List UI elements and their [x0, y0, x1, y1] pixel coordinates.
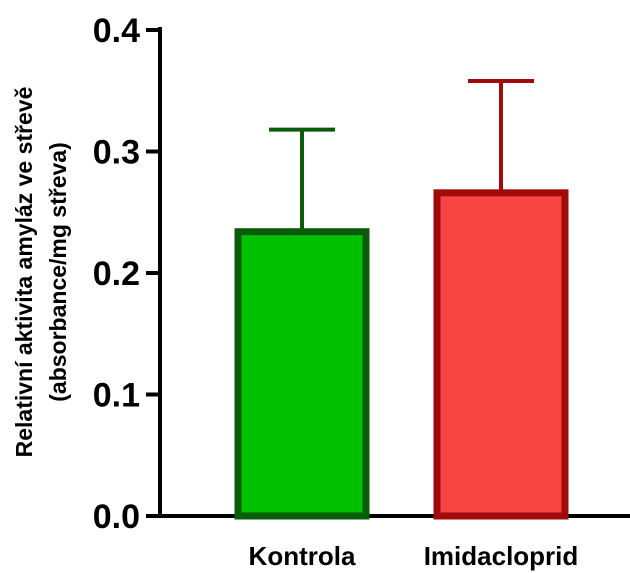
bars [234, 189, 569, 520]
category-labels: Kontrola Imidacloprid [249, 541, 579, 571]
y-axis-title-line1: Relativní aktivita amyláz ve střevě [11, 87, 37, 458]
y-axis: 0.0 0.1 0.2 0.3 0.4 [93, 12, 162, 536]
y-tick-label: 0.3 [93, 134, 140, 172]
bar [433, 189, 569, 520]
bar [234, 228, 370, 520]
y-tick-label: 0.0 [93, 498, 140, 536]
category-label: Kontrola [249, 541, 356, 571]
error-bars [269, 79, 534, 232]
y-tick-label: 0.2 [93, 255, 140, 293]
y-axis-title-line2: (absorbance/mg střeva) [45, 142, 71, 401]
y-axis-title: Relativní aktivita amyláz ve střevě (abs… [11, 87, 71, 458]
y-tick-label: 0.1 [93, 377, 140, 415]
category-label: Imidacloprid [424, 541, 579, 571]
y-tick-label: 0.4 [93, 12, 140, 50]
